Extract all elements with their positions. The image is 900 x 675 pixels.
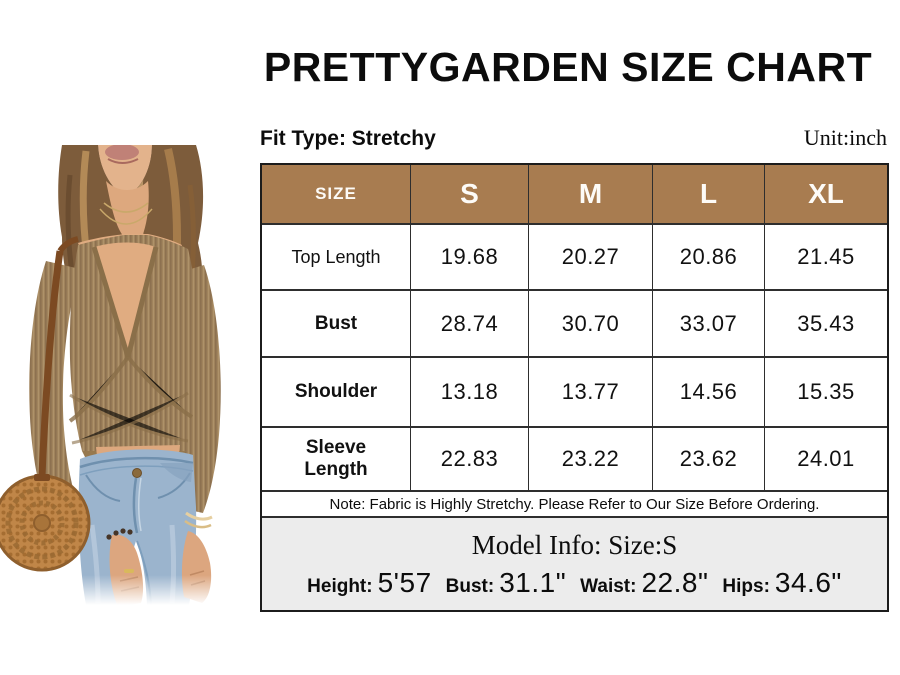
table-row-bust: Bust 28.74 30.70 33.07 35.43 — [262, 291, 887, 358]
size-table-header: SIZE S M L XL — [262, 165, 887, 225]
header-cell-xl: XL — [765, 165, 887, 225]
face — [98, 144, 152, 197]
header-cell-m: M — [529, 165, 653, 225]
stat-value: 22.8" — [641, 566, 709, 598]
fit-type-label: Fit Type: Stretchy — [260, 127, 436, 150]
model-stats: Height: 5'57 Bust: 31.1" Waist: 22.8" Hi… — [304, 567, 845, 599]
size-table: SIZE S M L XL Top Length 19.68 20.27 20.… — [260, 163, 889, 612]
stat-waist: Waist: 22.8" — [580, 567, 708, 599]
row-label: Bust — [262, 291, 411, 358]
cell-value: 24.01 — [765, 428, 887, 492]
cell-value: 13.18 — [411, 358, 529, 428]
jeans — [78, 449, 197, 606]
fabric-note: Note: Fabric is Highly Stretchy. Please … — [262, 492, 887, 518]
wrap-top — [29, 235, 221, 513]
header-cell-l: L — [653, 165, 765, 225]
bag-strap — [38, 250, 64, 476]
stat-bust: Bust: 31.1" — [446, 567, 567, 599]
subheader: Fit Type: Stretchy Unit:inch — [260, 125, 887, 151]
stat-label: Height: — [307, 575, 373, 597]
stat-value: 34.6" — [774, 566, 842, 598]
stat-label: Waist: — [580, 575, 637, 597]
cell-value: 15.35 — [765, 358, 887, 428]
cell-value: 19.68 — [411, 225, 529, 291]
model-info-title: Model Info: Size:S — [471, 529, 678, 560]
stat-value: 5'57 — [377, 566, 432, 598]
row-label: Top Length — [262, 225, 411, 291]
cell-value: 14.56 — [653, 358, 765, 428]
table-row-sleeve-length: Sleeve Length 22.83 23.22 23.62 24.01 — [262, 428, 887, 492]
cell-value: 23.22 — [529, 428, 653, 492]
photo-fade — [0, 575, 250, 605]
model-info-section: Model Info: Size:S Height: 5'57 Bust: 31… — [262, 518, 887, 610]
header-cell-s: S — [411, 165, 529, 225]
cell-value: 28.74 — [411, 291, 529, 358]
rattan-bag — [0, 474, 91, 572]
table-row-top-length: Top Length 19.68 20.27 20.86 21.45 — [262, 225, 887, 291]
stat-value: 31.1" — [499, 566, 567, 598]
row-label: Sleeve Length — [262, 428, 411, 492]
header-cell-size: SIZE — [262, 165, 411, 225]
cell-value: 20.86 — [653, 225, 765, 291]
stat-label: Bust: — [445, 575, 495, 597]
model-photo — [0, 144, 250, 607]
cell-value: 21.45 — [765, 225, 887, 291]
cell-value: 30.70 — [529, 291, 653, 358]
unit-label: Unit:inch — [803, 125, 887, 150]
cell-value: 20.27 — [529, 225, 653, 291]
row-label: Shoulder — [262, 358, 411, 428]
stat-height: Height: 5'57 — [307, 567, 432, 599]
stat-label: Hips: — [722, 575, 770, 597]
stat-hips: Hips: 34.6" — [722, 567, 841, 599]
table-row-shoulder: Shoulder 13.18 13.77 14.56 15.35 — [262, 358, 887, 428]
cell-value: 23.62 — [653, 428, 765, 492]
cell-value: 35.43 — [765, 291, 887, 358]
model-photo-illustration — [0, 144, 250, 607]
cell-value: 22.83 — [411, 428, 529, 492]
page-title: PRETTYGARDEN SIZE CHART — [263, 44, 873, 90]
cell-value: 33.07 — [653, 291, 765, 358]
cell-value: 13.77 — [529, 358, 653, 428]
